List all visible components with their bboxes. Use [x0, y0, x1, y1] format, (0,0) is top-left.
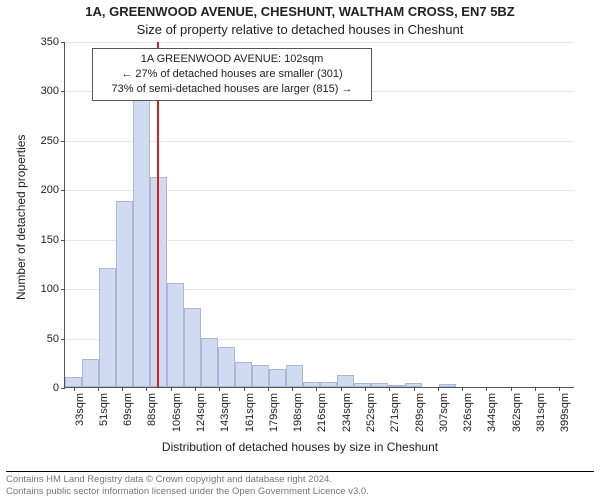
x-tick-mark [389, 387, 390, 391]
x-tick-label: 161sqm [244, 393, 256, 432]
x-tick-mark [195, 387, 196, 391]
x-tick-label: 198sqm [292, 393, 304, 432]
histogram-bar [99, 268, 116, 387]
y-tick-label: 250 [41, 135, 59, 147]
info-line-larger: 73% of semi-detached houses are larger (… [101, 82, 363, 97]
histogram-bar [286, 365, 303, 387]
y-axis-label: Number of detached properties [14, 135, 28, 300]
y-tick-label: 350 [41, 36, 59, 48]
x-tick-label: 69sqm [122, 393, 134, 426]
x-tick-mark [171, 387, 172, 391]
x-tick-label: 326sqm [462, 393, 474, 432]
histogram-bar [320, 382, 337, 387]
y-tick-mark [61, 190, 65, 191]
footer-line2: Contains public sector information licen… [6, 486, 594, 498]
histogram-bar [133, 98, 150, 387]
y-tick-label: 300 [41, 85, 59, 97]
x-tick-label: 344sqm [486, 393, 498, 432]
y-tick-mark [61, 289, 65, 290]
marker-info-box: 1A GREENWOOD AVENUE: 102sqm ← 27% of det… [92, 48, 372, 101]
x-tick-label: 143sqm [219, 393, 231, 432]
x-tick-label: 88sqm [146, 393, 158, 426]
x-tick-label: 51sqm [98, 393, 110, 426]
histogram-bar [354, 383, 371, 387]
x-tick-label: 179sqm [268, 393, 280, 432]
x-tick-label: 271sqm [389, 393, 401, 432]
x-tick-label: 234sqm [341, 393, 353, 432]
x-tick-mark [316, 387, 317, 391]
y-tick-label: 200 [41, 184, 59, 196]
x-tick-label: 362sqm [511, 393, 523, 432]
x-tick-mark [365, 387, 366, 391]
histogram-bar [167, 283, 184, 387]
chart-title-secondary: Size of property relative to detached ho… [0, 22, 600, 37]
x-tick-mark [486, 387, 487, 391]
x-axis-label: Distribution of detached houses by size … [0, 440, 600, 454]
x-tick-mark [98, 387, 99, 391]
x-tick-mark [74, 387, 75, 391]
y-tick-mark [61, 91, 65, 92]
y-tick-label: 0 [53, 382, 59, 394]
y-tick-mark [61, 42, 65, 43]
x-tick-label: 33sqm [74, 393, 86, 426]
y-tick-label: 100 [41, 283, 59, 295]
x-tick-mark [341, 387, 342, 391]
histogram-bar [82, 359, 99, 387]
x-tick-mark [438, 387, 439, 391]
y-tick-mark [61, 388, 65, 389]
x-tick-mark [462, 387, 463, 391]
histogram-bar [65, 377, 82, 387]
y-tick-mark [61, 141, 65, 142]
histogram-bar [252, 365, 269, 387]
x-tick-label: 289sqm [414, 393, 426, 432]
histogram-bar [116, 201, 133, 387]
x-tick-mark [122, 387, 123, 391]
info-line-smaller: ← 27% of detached houses are smaller (30… [101, 67, 363, 82]
x-tick-mark [535, 387, 536, 391]
footer-line1: Contains HM Land Registry data © Crown c… [6, 474, 594, 486]
info-line-address: 1A GREENWOOD AVENUE: 102sqm [101, 52, 363, 67]
histogram-bar [201, 338, 218, 387]
histogram-bar [439, 384, 456, 387]
x-tick-mark [244, 387, 245, 391]
histogram-bar [337, 375, 354, 387]
x-tick-label: 106sqm [171, 393, 183, 432]
x-tick-label: 124sqm [195, 393, 207, 432]
gridline [65, 42, 574, 43]
x-tick-mark [219, 387, 220, 391]
histogram-bar [388, 385, 405, 387]
x-tick-mark [511, 387, 512, 391]
x-tick-label: 381sqm [535, 393, 547, 432]
attribution-footer: Contains HM Land Registry data © Crown c… [6, 471, 594, 498]
y-tick-label: 150 [41, 234, 59, 246]
x-tick-label: 399sqm [559, 393, 571, 432]
histogram-bar [184, 308, 201, 387]
x-tick-mark [559, 387, 560, 391]
x-tick-mark [292, 387, 293, 391]
histogram-bar [235, 362, 252, 387]
x-tick-label: 216sqm [316, 393, 328, 432]
x-tick-mark [268, 387, 269, 391]
histogram-bar [269, 369, 286, 387]
x-tick-label: 252sqm [365, 393, 377, 432]
histogram-bar [371, 383, 388, 387]
y-tick-mark [61, 240, 65, 241]
x-tick-label: 307sqm [438, 393, 450, 432]
chart-title-primary: 1A, GREENWOOD AVENUE, CHESHUNT, WALTHAM … [0, 4, 600, 19]
y-tick-label: 50 [47, 333, 59, 345]
x-tick-mark [146, 387, 147, 391]
y-tick-mark [61, 339, 65, 340]
histogram-bar [303, 382, 320, 387]
histogram-bar [218, 347, 235, 387]
x-tick-mark [414, 387, 415, 391]
